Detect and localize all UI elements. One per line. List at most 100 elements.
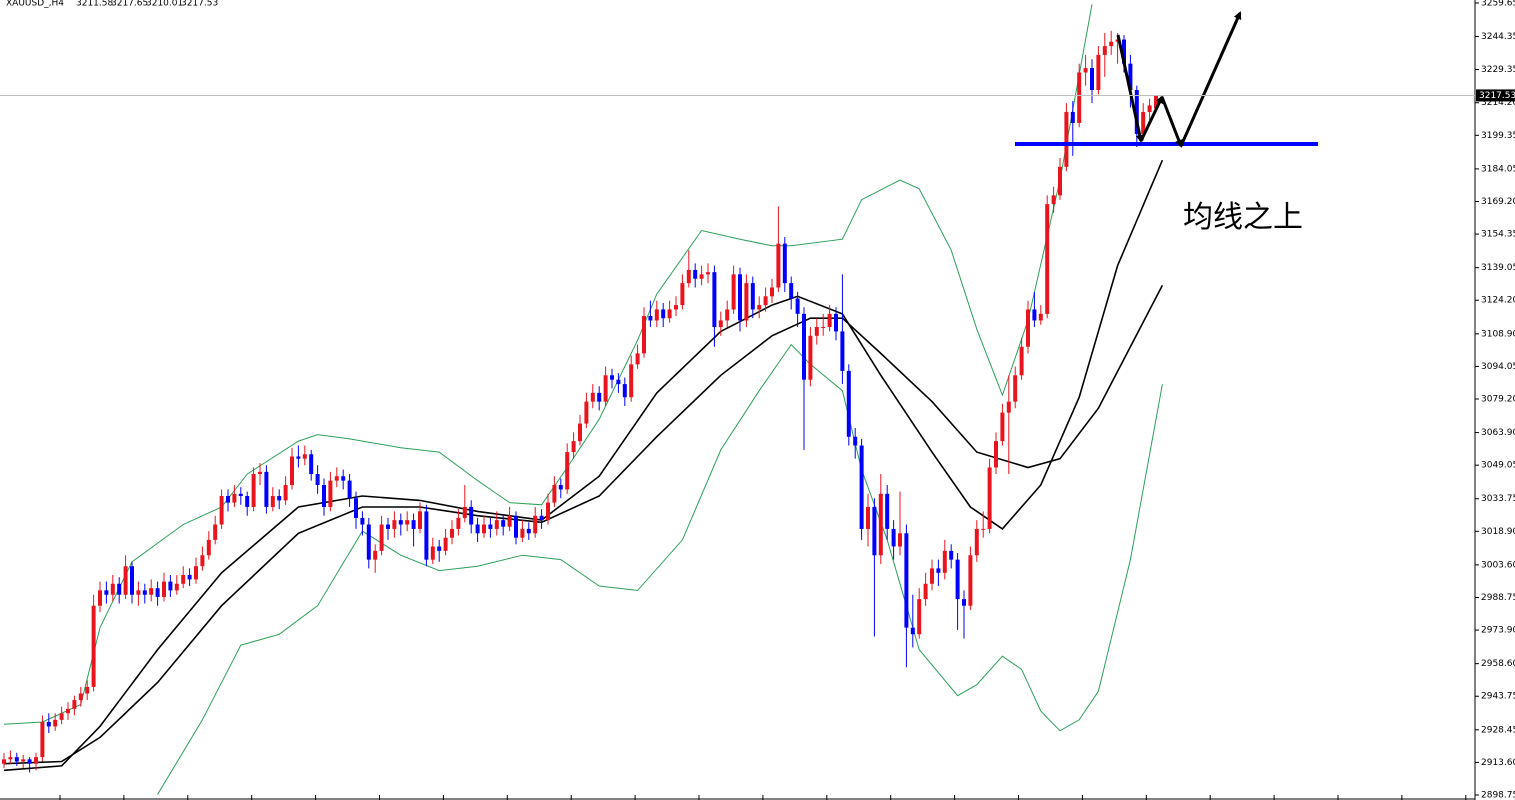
candle-body	[1115, 39, 1120, 42]
y-tick-label: 2913.60	[1481, 758, 1515, 768]
candle-body	[910, 627, 915, 635]
candle-body	[341, 476, 346, 481]
current-price-label: 3217.53	[1479, 91, 1515, 101]
candle-body	[827, 313, 832, 328]
candle-body	[1128, 63, 1133, 91]
candle-body	[174, 583, 179, 591]
y-tick-label: 2973.90	[1481, 626, 1515, 636]
indicator-line	[157, 343, 1163, 795]
y-tick-label: 3139.05	[1481, 263, 1515, 273]
candle-body	[962, 599, 966, 606]
candle-body	[514, 515, 518, 538]
candle-body	[955, 559, 960, 600]
candle-body	[104, 590, 109, 595]
header-open: 3211.58	[76, 0, 113, 9]
candle-body	[482, 524, 486, 534]
candle-body	[181, 574, 186, 584]
candle-body	[424, 511, 429, 560]
candle-body	[373, 550, 378, 560]
candle-body	[226, 495, 230, 503]
candle-body	[200, 555, 205, 567]
candle-body	[571, 441, 576, 453]
candle-body	[1090, 68, 1094, 91]
candle-body	[149, 588, 154, 595]
candle-body	[405, 520, 410, 525]
candle-body	[680, 283, 685, 306]
candle-body	[968, 555, 973, 606]
candle-body	[891, 528, 896, 547]
candle-body	[802, 313, 806, 380]
annotation: 均线之上	[1183, 201, 1303, 234]
candle-body	[1013, 375, 1018, 402]
header: XAUUSD_,H4 3211.58 3217.65 3210.01 3217.…	[6, 0, 218, 9]
candle-body	[706, 272, 710, 275]
candle-body	[1038, 313, 1043, 321]
candle-body	[2, 759, 6, 764]
y-tick-label: 3049.05	[1481, 461, 1515, 471]
candle-body	[520, 528, 525, 538]
candle-body	[418, 511, 422, 529]
candle-body	[386, 524, 390, 529]
candle-body	[488, 524, 493, 529]
candle-body	[91, 605, 96, 687]
symbol: XAUUSD_,H4	[6, 0, 64, 9]
candle-body	[98, 590, 102, 606]
candle-body	[328, 480, 333, 507]
y-tick-label: 3184.05	[1481, 164, 1515, 174]
candle-body	[994, 441, 998, 468]
candle-body	[290, 456, 294, 486]
candle-body	[1077, 72, 1082, 123]
candle-body	[1109, 41, 1114, 47]
candle-body	[1122, 39, 1126, 64]
candle-body	[885, 493, 890, 529]
candle-body	[366, 524, 371, 560]
candle-body	[674, 305, 678, 310]
candle-body	[654, 309, 659, 321]
candle-body	[379, 524, 384, 551]
candle-body	[712, 272, 717, 328]
candle-body	[872, 506, 877, 556]
candle-body	[635, 353, 640, 365]
candle-body	[834, 313, 838, 332]
candle-body	[1083, 68, 1088, 73]
candle-body	[270, 495, 275, 507]
candle-body	[187, 574, 192, 580]
candle-body	[808, 335, 813, 380]
candle-body	[526, 528, 531, 534]
candle-body	[1051, 195, 1056, 205]
candle-body	[603, 375, 608, 402]
arrow	[1179, 11, 1242, 147]
candle-body	[987, 467, 992, 529]
candle-body	[456, 517, 461, 529]
header-high: 3217.65	[111, 0, 148, 9]
candle-body	[821, 327, 826, 329]
candle-body	[27, 759, 32, 764]
candle-body	[1147, 105, 1152, 112]
candle-body	[795, 298, 800, 314]
candle-body	[110, 583, 115, 595]
candle-body	[578, 423, 582, 442]
candle-body	[507, 515, 512, 527]
candle-body	[130, 566, 134, 595]
candle-body	[1026, 309, 1030, 347]
candle-body	[597, 392, 602, 402]
candle-body	[930, 568, 934, 584]
candle-body	[898, 533, 902, 547]
candle-body	[411, 520, 416, 529]
candle-body	[232, 493, 237, 503]
arrow	[1160, 96, 1183, 148]
candle-body	[277, 495, 282, 501]
candle-body	[315, 474, 320, 486]
candle-body	[718, 320, 723, 328]
header-low: 3210.01	[146, 0, 183, 9]
y-tick-label: 3229.35	[1481, 65, 1515, 75]
y-tick-label: 3033.75	[1481, 494, 1515, 504]
y-tick-label: 3124.20	[1481, 296, 1515, 306]
candle-body	[846, 370, 851, 437]
candle-body	[309, 454, 314, 475]
candle-body	[744, 283, 749, 321]
candle-body	[296, 456, 301, 459]
candle-body	[1032, 309, 1037, 321]
candle-body	[14, 757, 19, 762]
candle-body	[539, 515, 544, 521]
